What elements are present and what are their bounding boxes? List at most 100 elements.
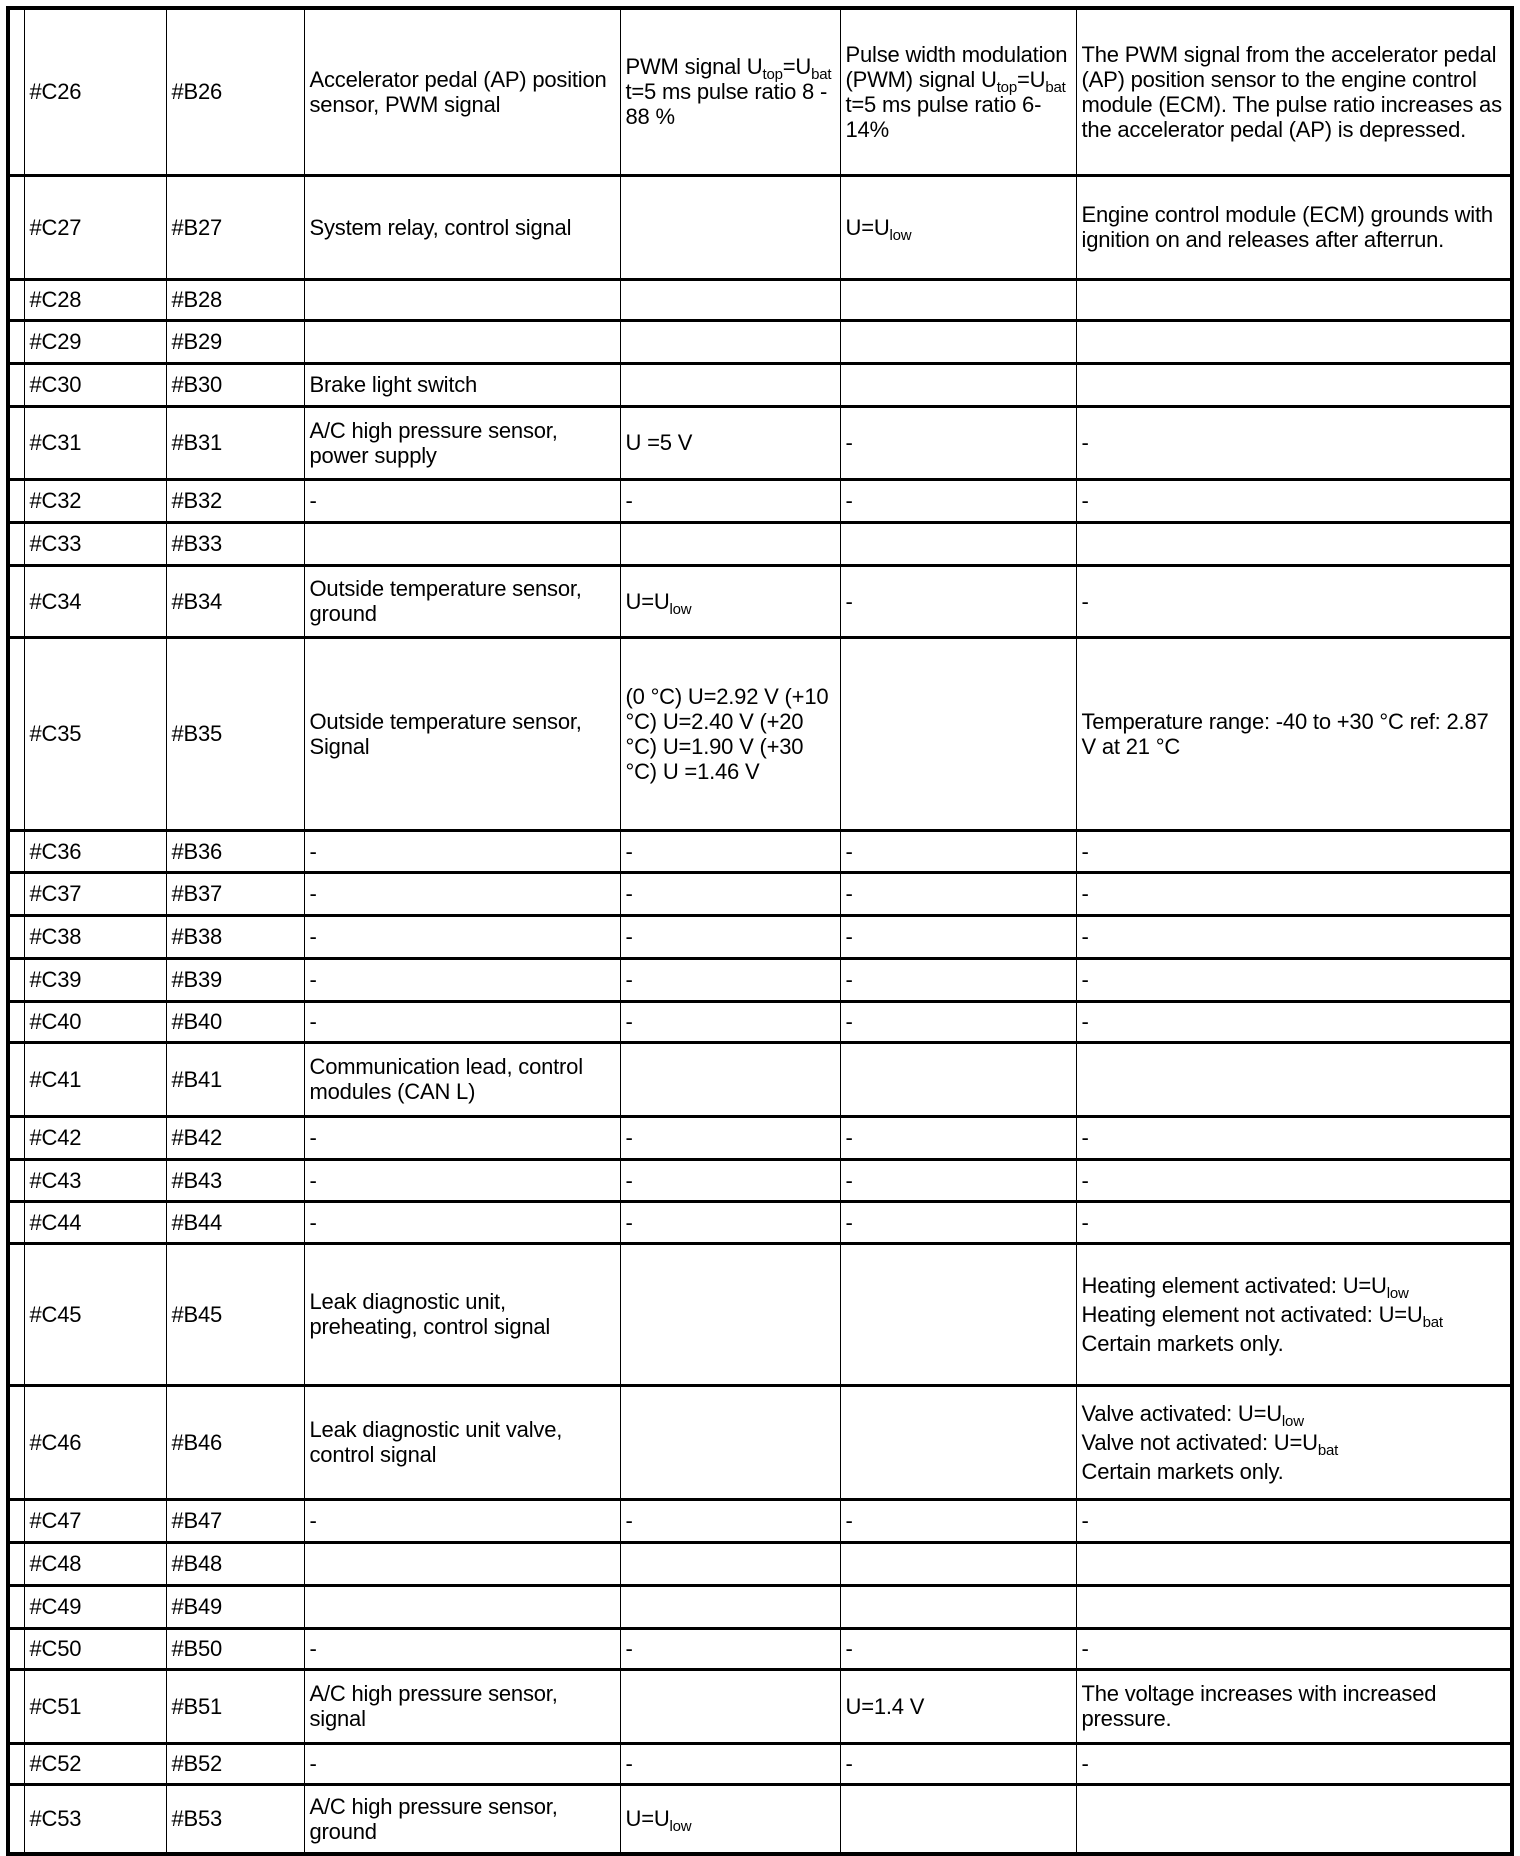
value-2 bbox=[839, 1383, 1077, 1501]
table-row: #C39 #B39- - - - bbox=[7, 956, 1513, 1003]
pin-description bbox=[303, 1583, 621, 1630]
pin-note: The voltage increases with increased pre… bbox=[1075, 1667, 1513, 1745]
row-margin-cell bbox=[7, 999, 25, 1044]
connector-c-pin: #C38 bbox=[23, 913, 167, 960]
table-row: #C36 #B36- - - - bbox=[7, 828, 1513, 874]
value-2 bbox=[839, 1241, 1077, 1387]
connector-c-pin: #C48 bbox=[23, 1540, 167, 1587]
value-2 bbox=[839, 520, 1077, 567]
pin-description bbox=[303, 520, 621, 567]
table-row: #C30 #B30 Brake light switch bbox=[7, 361, 1513, 408]
table-row: #C37 #B37- - - - bbox=[7, 870, 1513, 917]
connector-c-pin: #C29 bbox=[23, 318, 167, 365]
value-1: U=Ulow bbox=[619, 563, 841, 639]
connector-b-pin: #B53 bbox=[165, 1782, 305, 1856]
pin-description: Leak diagnostic unit valve, control sign… bbox=[303, 1383, 621, 1501]
subscript: bat bbox=[1317, 1441, 1339, 1459]
value-1: - bbox=[619, 1199, 841, 1245]
row-margin-cell bbox=[7, 1383, 25, 1501]
table-row: #C34 #B34 Outside temperature sensor, grou… bbox=[7, 563, 1513, 639]
pin-description bbox=[303, 1540, 621, 1587]
connector-c-pin: #C37 bbox=[23, 870, 167, 917]
row-margin-cell bbox=[7, 1583, 25, 1630]
value-1: - bbox=[619, 828, 841, 874]
connector-b-pin: #B46 bbox=[165, 1383, 305, 1501]
value-2 bbox=[839, 1583, 1077, 1630]
value-2 bbox=[839, 1782, 1077, 1856]
pin-note: - bbox=[1075, 913, 1513, 960]
connector-c-pin: #C53 bbox=[23, 1782, 167, 1856]
subscript: low bbox=[1386, 1284, 1409, 1302]
row-margin-cell bbox=[7, 1667, 25, 1745]
value-2: - bbox=[839, 999, 1077, 1044]
value-2 bbox=[839, 1540, 1077, 1587]
table-row: #C43 #B43- - - - bbox=[7, 1157, 1513, 1203]
pin-description: - bbox=[303, 1497, 621, 1544]
connector-b-pin: #B32 bbox=[165, 477, 305, 524]
subscript: low bbox=[669, 600, 692, 618]
pin-note bbox=[1075, 1040, 1513, 1118]
row-margin-cell bbox=[7, 277, 25, 322]
pin-description: Communication lead, control modules (CAN… bbox=[303, 1040, 621, 1118]
subscript: bat bbox=[1422, 1313, 1443, 1331]
value-2 bbox=[839, 361, 1077, 408]
connector-c-pin: #C49 bbox=[23, 1583, 167, 1630]
value-1: - bbox=[619, 1157, 841, 1203]
connector-b-pin: #B45 bbox=[165, 1241, 305, 1387]
pin-description: A/C high pressure sensor, ground bbox=[303, 1782, 621, 1856]
table-row: #C35 #B35 Outside temperature sensor, Sign… bbox=[7, 635, 1513, 832]
connector-b-pin: #B29 bbox=[165, 318, 305, 365]
connector-b-pin: #B26 bbox=[165, 6, 305, 177]
pin-note bbox=[1075, 361, 1513, 408]
subscript: low bbox=[1281, 1412, 1304, 1430]
value-2: - bbox=[839, 1114, 1077, 1161]
row-margin-cell bbox=[7, 6, 25, 177]
connector-c-pin: #C41 bbox=[23, 1040, 167, 1118]
value-1 bbox=[619, 1040, 841, 1118]
connector-b-pin: #B40 bbox=[165, 999, 305, 1044]
value-2: - bbox=[839, 956, 1077, 1003]
table-row: #C42 #B42- - - - bbox=[7, 1114, 1513, 1161]
row-margin-cell bbox=[7, 828, 25, 874]
text-line: U=Ulow bbox=[625, 1806, 692, 1836]
value-2 bbox=[839, 277, 1077, 322]
pin-note: - bbox=[1075, 1741, 1513, 1786]
row-margin-cell bbox=[7, 520, 25, 567]
value-1: - bbox=[619, 1626, 841, 1671]
table-row: #C47 #B47- - - - bbox=[7, 1497, 1513, 1544]
pin-description: Outside temperature sensor, ground bbox=[303, 563, 621, 639]
pin-note: - bbox=[1075, 1199, 1513, 1245]
pin-description: A/C high pressure sensor, signal bbox=[303, 1667, 621, 1745]
row-margin-cell bbox=[7, 563, 25, 639]
table-row: #C46 #B46 Leak diagnostic unit valve, cont… bbox=[7, 1383, 1513, 1501]
pin-description: System relay, control signal bbox=[303, 173, 621, 281]
table-row: #C41 #B41 Communication lead, control modu… bbox=[7, 1040, 1513, 1118]
connector-b-pin: #B50 bbox=[165, 1626, 305, 1671]
value-2: Pulse width modulation (PWM) signal Utop… bbox=[839, 6, 1077, 177]
text-line: Heating element not activated: U=Ubat bbox=[1081, 1301, 1444, 1331]
pin-note bbox=[1075, 1583, 1513, 1630]
value-2: - bbox=[839, 477, 1077, 524]
table-row: #C33 #B33 bbox=[7, 520, 1513, 567]
row-margin-cell bbox=[7, 870, 25, 917]
connector-b-pin: #B48 bbox=[165, 1540, 305, 1587]
value-1: - bbox=[619, 913, 841, 960]
table-row: #C44 #B44- - - - bbox=[7, 1199, 1513, 1245]
table-row: #C28 #B28 bbox=[7, 277, 1513, 322]
row-margin-cell bbox=[7, 913, 25, 960]
value-1: - bbox=[619, 999, 841, 1044]
pin-note: - bbox=[1075, 1626, 1513, 1671]
connector-b-pin: #B47 bbox=[165, 1497, 305, 1544]
connector-c-pin: #C45 bbox=[23, 1241, 167, 1387]
value-2 bbox=[839, 1040, 1077, 1118]
pin-note bbox=[1075, 277, 1513, 322]
value-1: - bbox=[619, 477, 841, 524]
pin-note bbox=[1075, 318, 1513, 365]
value-2: - bbox=[839, 913, 1077, 960]
value-2: U=1.4 V bbox=[839, 1667, 1077, 1745]
value-2: - bbox=[839, 1199, 1077, 1245]
value-2 bbox=[839, 635, 1077, 832]
value-2: - bbox=[839, 1626, 1077, 1671]
pin-description: - bbox=[303, 913, 621, 960]
table-row: #C38 #B38- - - - bbox=[7, 913, 1513, 960]
